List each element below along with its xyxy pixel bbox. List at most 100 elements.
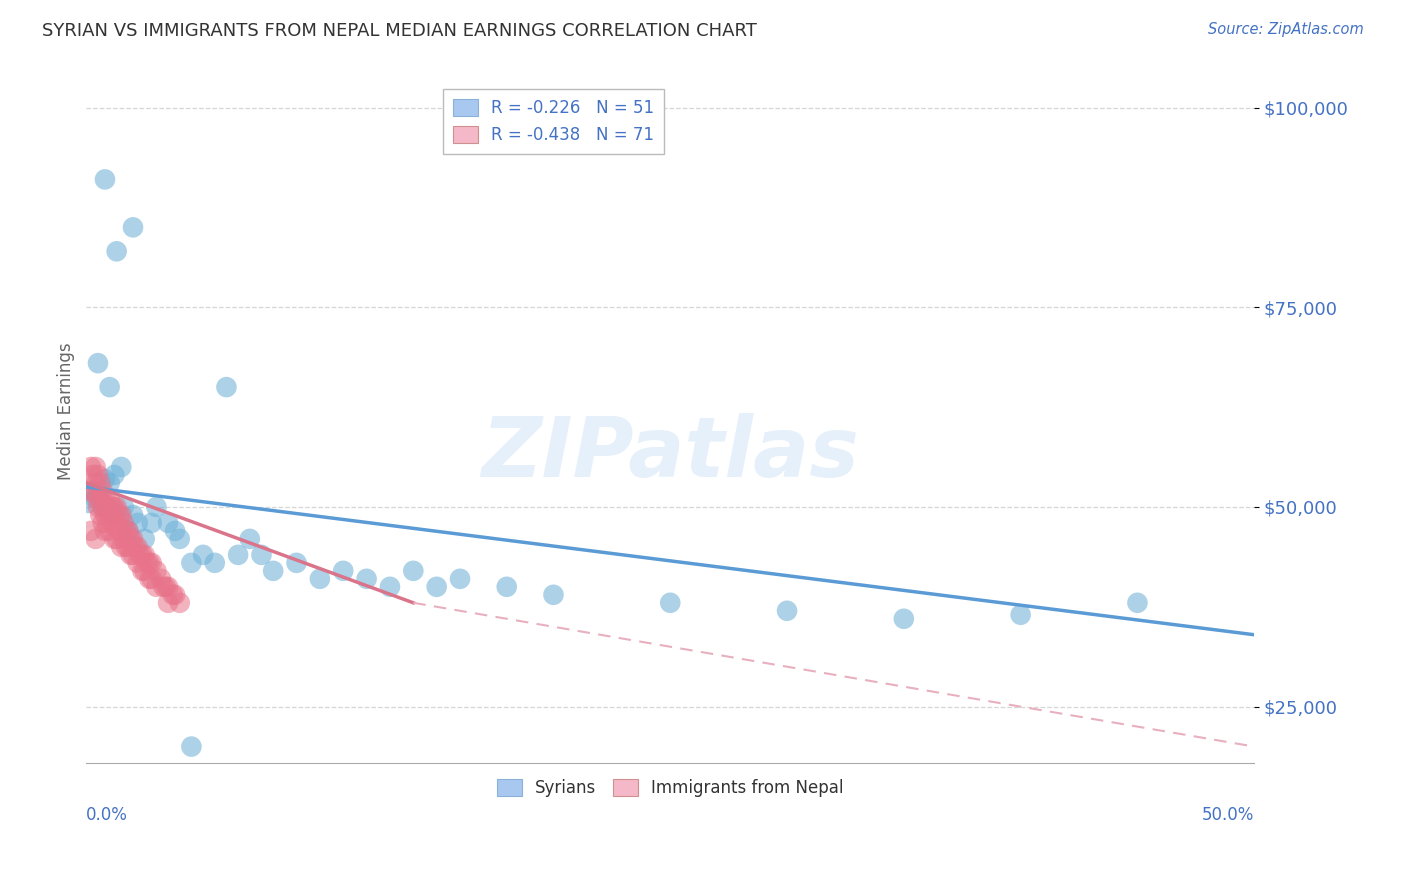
Point xyxy=(131,564,153,578)
Point xyxy=(84,460,107,475)
Point xyxy=(155,580,177,594)
Point xyxy=(105,516,128,530)
Text: ZIPatlas: ZIPatlas xyxy=(481,413,859,494)
Point xyxy=(115,524,138,538)
Point xyxy=(659,596,682,610)
Point xyxy=(138,556,160,570)
Point xyxy=(141,556,163,570)
Point xyxy=(101,500,124,514)
Point xyxy=(91,500,114,514)
Point xyxy=(103,532,125,546)
Point xyxy=(131,548,153,562)
Point xyxy=(122,508,145,522)
Point xyxy=(127,540,149,554)
Point xyxy=(80,524,103,538)
Point xyxy=(378,580,401,594)
Point xyxy=(91,500,114,514)
Point xyxy=(108,524,131,538)
Point xyxy=(145,564,167,578)
Point xyxy=(87,483,110,498)
Point xyxy=(98,508,121,522)
Point xyxy=(776,604,799,618)
Text: SYRIAN VS IMMIGRANTS FROM NEPAL MEDIAN EARNINGS CORRELATION CHART: SYRIAN VS IMMIGRANTS FROM NEPAL MEDIAN E… xyxy=(42,22,756,40)
Point xyxy=(94,172,117,186)
Point xyxy=(110,540,132,554)
Point xyxy=(122,548,145,562)
Point xyxy=(157,516,180,530)
Point xyxy=(165,588,187,602)
Point xyxy=(89,491,111,506)
Point xyxy=(94,524,117,538)
Point xyxy=(543,588,565,602)
Point xyxy=(94,472,117,486)
Point xyxy=(136,556,159,570)
Point xyxy=(105,532,128,546)
Point xyxy=(84,532,107,546)
Point xyxy=(122,220,145,235)
Point xyxy=(1010,607,1032,622)
Text: 0.0%: 0.0% xyxy=(86,806,128,824)
Point xyxy=(127,516,149,530)
Point xyxy=(84,491,107,506)
Point xyxy=(250,548,273,562)
Point xyxy=(162,588,184,602)
Point xyxy=(112,516,135,530)
Legend: Syrians, Immigrants from Nepal: Syrians, Immigrants from Nepal xyxy=(491,772,851,804)
Point xyxy=(239,532,262,546)
Text: Source: ZipAtlas.com: Source: ZipAtlas.com xyxy=(1208,22,1364,37)
Point xyxy=(138,572,160,586)
Point xyxy=(117,524,139,538)
Point xyxy=(134,548,156,562)
Point xyxy=(150,572,173,586)
Point xyxy=(134,532,156,546)
Point xyxy=(112,532,135,546)
Point xyxy=(191,548,214,562)
Point xyxy=(180,556,202,570)
Point xyxy=(169,532,191,546)
Point xyxy=(103,508,125,522)
Point xyxy=(87,467,110,482)
Point xyxy=(96,500,118,514)
Point xyxy=(495,580,517,594)
Point xyxy=(77,483,100,498)
Point xyxy=(226,548,249,562)
Point xyxy=(110,508,132,522)
Point xyxy=(105,244,128,259)
Point xyxy=(101,516,124,530)
Point xyxy=(134,564,156,578)
Point xyxy=(94,508,117,522)
Point xyxy=(141,516,163,530)
Point xyxy=(157,596,180,610)
Point xyxy=(215,380,238,394)
Point xyxy=(105,500,128,514)
Point xyxy=(94,491,117,506)
Point xyxy=(98,524,121,538)
Point xyxy=(117,524,139,538)
Point xyxy=(91,483,114,498)
Point xyxy=(309,572,332,586)
Point xyxy=(122,532,145,546)
Point xyxy=(89,475,111,490)
Point xyxy=(98,475,121,490)
Point xyxy=(84,475,107,490)
Point xyxy=(103,500,125,514)
Text: 50.0%: 50.0% xyxy=(1202,806,1254,824)
Point xyxy=(98,491,121,506)
Point xyxy=(127,556,149,570)
Y-axis label: Median Earnings: Median Earnings xyxy=(58,343,75,480)
Point xyxy=(115,540,138,554)
Point xyxy=(89,491,111,506)
Point xyxy=(117,540,139,554)
Point xyxy=(1126,596,1149,610)
Point xyxy=(120,548,142,562)
Point xyxy=(356,572,378,586)
Point xyxy=(82,483,104,498)
Point xyxy=(80,460,103,475)
Point xyxy=(89,508,111,522)
Point xyxy=(449,572,471,586)
Point xyxy=(112,500,135,514)
Point xyxy=(103,467,125,482)
Point xyxy=(169,596,191,610)
Point xyxy=(103,516,125,530)
Point xyxy=(82,467,104,482)
